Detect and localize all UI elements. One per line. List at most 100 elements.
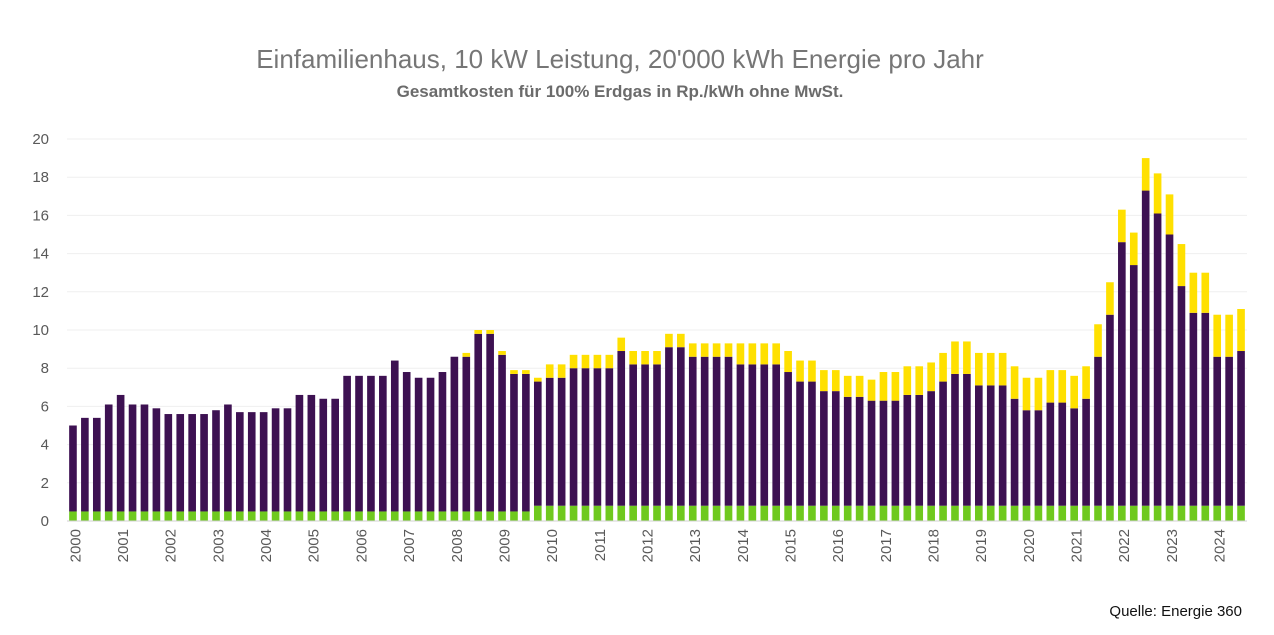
- bar-segment: [307, 394, 316, 512]
- bar-segment: [1046, 370, 1055, 403]
- bar-segment: [641, 351, 649, 365]
- bar-segment: [688, 505, 697, 521]
- bar-segment: [1010, 505, 1019, 521]
- bar-segment: [510, 373, 518, 512]
- bar-segment: [152, 511, 161, 521]
- bar-segment: [1082, 505, 1090, 521]
- bar-segment: [677, 505, 685, 521]
- bar-segment: [224, 404, 232, 512]
- bar-segment: [808, 381, 816, 506]
- bar-segment: [820, 505, 828, 521]
- x-tick-label: 2024: [1212, 529, 1229, 562]
- bar-segment: [1225, 505, 1233, 521]
- bar-segment: [903, 366, 912, 395]
- bar-segment: [283, 511, 292, 521]
- x-tick-label: 2008: [449, 529, 466, 562]
- bar-segment: [1153, 173, 1162, 214]
- bar-segment: [1106, 282, 1114, 315]
- bar-segment: [450, 511, 459, 521]
- bar-segment: [677, 347, 685, 506]
- bar-segment: [831, 505, 840, 521]
- bar-segment: [462, 356, 471, 512]
- bar-segment: [629, 364, 637, 506]
- bar-segment: [1010, 398, 1019, 506]
- bar-segment: [593, 354, 602, 369]
- bar-segment: [986, 385, 995, 506]
- bar-segment: [796, 381, 804, 506]
- x-tick-label: 2001: [115, 529, 132, 562]
- x-tick-label: 2018: [926, 529, 943, 562]
- bar-segment: [379, 375, 387, 512]
- bar-segment: [188, 511, 196, 521]
- bar-segment: [629, 505, 637, 521]
- bar-segment: [772, 343, 781, 365]
- bar-segment: [319, 511, 328, 521]
- y-tick-label: 10: [32, 322, 49, 339]
- bar-segment: [212, 410, 220, 512]
- bar-segment: [331, 398, 339, 512]
- bar-segment: [1094, 505, 1102, 521]
- bar-segment: [200, 414, 208, 512]
- bar-segment: [665, 347, 673, 506]
- bar-segment: [533, 377, 542, 382]
- bar-segment: [355, 375, 363, 512]
- bar-segment: [92, 417, 101, 512]
- bar-segment: [247, 511, 256, 521]
- bar-segment: [1213, 505, 1222, 521]
- bar-segment: [581, 354, 590, 369]
- bar-segment: [164, 511, 173, 521]
- bar-segment: [1094, 324, 1102, 357]
- y-tick-label: 14: [32, 246, 49, 263]
- bar-segment: [760, 505, 769, 521]
- bar-segment: [486, 330, 494, 334]
- bar-segment: [1070, 505, 1078, 521]
- bar-segment: [879, 372, 888, 401]
- bar-segment: [975, 505, 983, 521]
- bar-segment: [772, 505, 781, 521]
- bar-segment: [1189, 312, 1198, 506]
- bar-segment: [426, 377, 435, 512]
- x-tick-label: 2022: [1116, 529, 1133, 562]
- x-tick-label: 2013: [687, 529, 704, 562]
- bar-segment: [820, 370, 828, 392]
- bar-segment: [522, 373, 530, 512]
- bar-segment: [581, 505, 590, 521]
- bar-segment: [677, 333, 685, 348]
- bar-segment: [700, 343, 709, 357]
- x-tick-label: 2014: [735, 529, 752, 562]
- y-tick-label: 8: [41, 360, 49, 377]
- bar-segment: [927, 391, 935, 506]
- bar-segment: [1237, 505, 1245, 521]
- bar-segment: [81, 511, 89, 521]
- bar-segment: [92, 511, 101, 521]
- bar-segment: [820, 391, 828, 506]
- bar-segment: [355, 511, 363, 521]
- bar-segment: [986, 505, 995, 521]
- bar-segment: [843, 505, 852, 521]
- bar-segment: [939, 352, 947, 382]
- bar-segment: [498, 511, 506, 521]
- bar-segment: [939, 505, 947, 521]
- bar-segment: [128, 511, 137, 521]
- bar-segment: [665, 505, 673, 521]
- bar-segment: [569, 368, 578, 506]
- bar-segment: [81, 417, 89, 512]
- bar-segment: [1046, 505, 1055, 521]
- bar-segment: [224, 511, 232, 521]
- bar-segment: [1129, 232, 1138, 266]
- bar-segment: [1106, 314, 1114, 506]
- bar-segment: [772, 364, 781, 506]
- x-tick-label: 2005: [306, 529, 323, 562]
- bar-segment: [903, 394, 912, 506]
- bar-segment: [748, 505, 757, 521]
- x-tick-label: 2002: [163, 529, 180, 562]
- bar-segment: [891, 372, 900, 401]
- bar-segment: [343, 511, 351, 521]
- bar-segment: [700, 505, 709, 521]
- x-tick-label: 2019: [973, 529, 990, 562]
- x-tick-label: 2015: [782, 529, 799, 562]
- bar-segment: [855, 396, 864, 506]
- bar-segment: [331, 511, 339, 521]
- bar-segment: [1058, 370, 1067, 403]
